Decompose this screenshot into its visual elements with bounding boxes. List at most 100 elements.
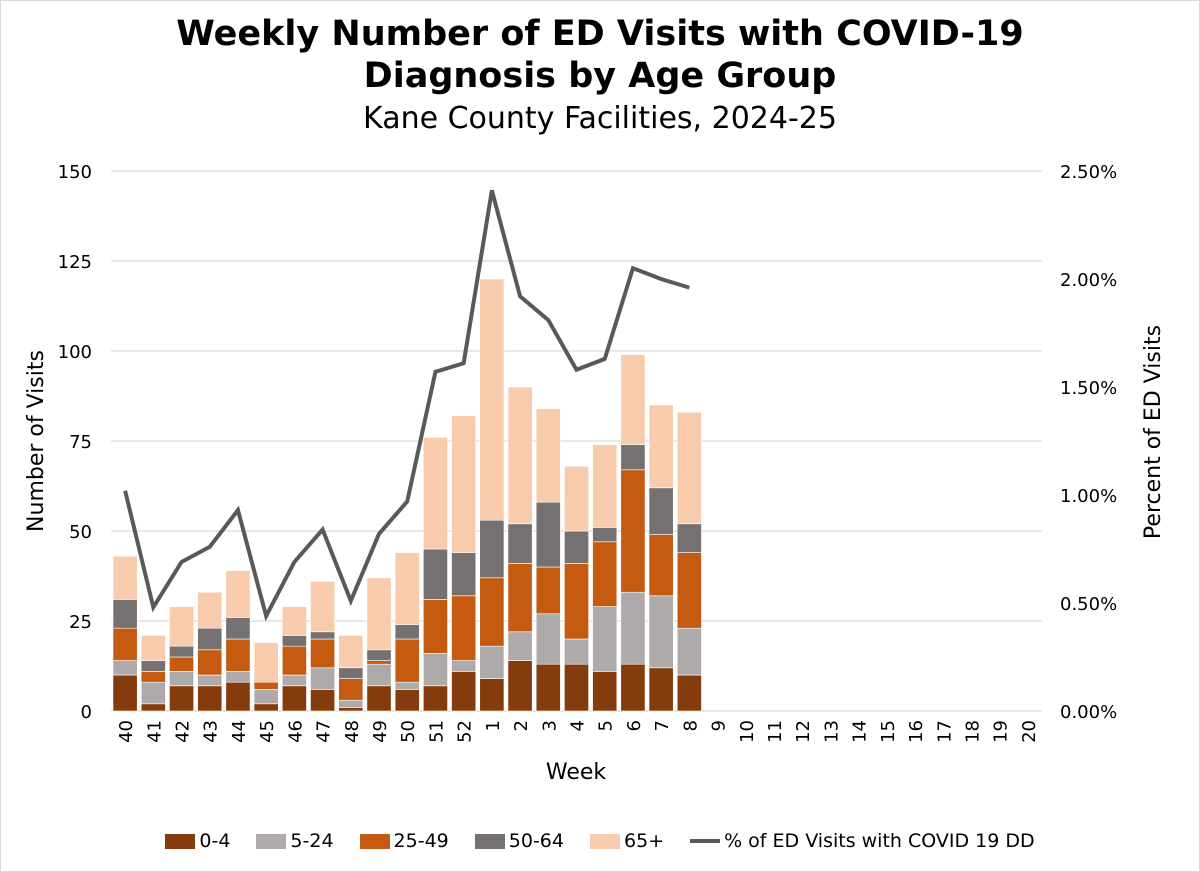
bar-segment-50-64 [507, 523, 533, 564]
bar-segment-0-4 [225, 681, 251, 712]
x-tick-label: 20 [1019, 720, 1040, 743]
bar-segment-50-64 [140, 660, 166, 672]
x-tick-label: 40 [116, 720, 137, 743]
bar-segment-5-24 [423, 653, 448, 687]
x-tick-label: 42 [173, 720, 194, 743]
bar-segment-25-49 [423, 599, 448, 654]
bar-segment-50-64 [112, 599, 138, 629]
bar-segment-25-49 [140, 671, 166, 683]
bar-segment-0-4 [140, 703, 166, 712]
bar-segment-50-64 [592, 527, 618, 543]
bar-segment-0-4 [394, 689, 420, 712]
bar-segment-65-plus [479, 278, 505, 521]
bar-segment-50-64 [281, 635, 307, 647]
bar-segment-50-64 [479, 519, 505, 579]
y2-tick-label: 2.00% [1060, 270, 1117, 291]
x-tick-label: 49 [370, 720, 391, 743]
bar-segment-25-49 [169, 656, 194, 672]
bar-segment-0-4 [676, 674, 702, 712]
y2-axis-label: Percent of ED Visits [1141, 325, 1166, 539]
x-tick-label: 3 [539, 720, 560, 731]
bar-segment-25-49 [253, 681, 279, 690]
bar-segment-65-plus [253, 642, 279, 683]
bar-segment-65-plus [281, 606, 307, 636]
bar-segment-65-plus [169, 606, 194, 647]
bar-segment-65-plus [620, 354, 646, 445]
bar-segment-0-4 [535, 663, 561, 712]
bar-segment-5-24 [281, 674, 307, 687]
bar-segment-25-49 [451, 595, 477, 661]
bar-segment-5-24 [253, 689, 279, 705]
bar-segment-5-24 [451, 660, 477, 672]
bar-segment-25-49 [592, 541, 618, 607]
legend-swatch-5-24 [256, 833, 287, 849]
legend-label-5-24: 5-24 [290, 830, 334, 852]
bar-segment-50-64 [225, 617, 251, 640]
bar-segment-0-4 [423, 685, 448, 712]
y2-tick-label: 1.00% [1060, 486, 1117, 507]
bar-segment-50-64 [535, 501, 561, 568]
legend-label-65-plus: 65+ [623, 830, 665, 852]
y-axis-ticks: 0 25 50 75 100 125 150 [58, 162, 92, 723]
x-tick-label: 6 [624, 720, 645, 731]
bar-segment-50-64 [620, 444, 646, 471]
bar-segment-5-24 [112, 660, 138, 676]
bar-segment-65-plus [535, 408, 561, 503]
bar-segment-0-4 [169, 685, 194, 712]
legend-swatch-percent-line [690, 839, 721, 843]
bar-segment-50-64 [676, 523, 702, 553]
x-tick-label: 5 [596, 720, 617, 731]
y-tick-label: 150 [58, 162, 92, 183]
bar-segment-5-24 [507, 631, 533, 661]
x-tick-label: 44 [229, 720, 250, 743]
legend-label-25-49: 25-49 [393, 830, 449, 852]
x-tick-label: 18 [962, 720, 983, 743]
bar-segment-65-plus [112, 555, 138, 600]
chart-title-line-1: Weekly Number of ED Visits with COVID-19 [176, 14, 1024, 54]
y-axis-label: Number of Visits [24, 350, 49, 532]
y2-tick-label: 1.50% [1060, 378, 1117, 399]
x-tick-label: 13 [821, 720, 842, 743]
bar-segment-0-4 [253, 703, 279, 712]
bar-segment-0-4 [507, 660, 533, 712]
bar-segment-25-49 [197, 649, 223, 676]
bar-segment-25-49 [112, 627, 138, 661]
bar-segment-50-64 [169, 645, 194, 658]
bar-segment-25-49 [394, 638, 420, 683]
bar-segment-0-4 [620, 663, 646, 712]
legend-swatch-65-plus [589, 833, 620, 849]
bar-segment-5-24 [225, 671, 251, 683]
legend: 0-4 5-24 25-49 50-64 65+ % of ED Visits … [0, 830, 1200, 852]
legend-item-25-49: 25-49 [359, 830, 449, 852]
bar-segment-5-24 [479, 645, 505, 679]
bar-segment-0-4 [479, 678, 505, 712]
y-tick-label: 50 [69, 522, 92, 543]
x-tick-label: 16 [906, 720, 927, 743]
bar-segment-5-24 [140, 681, 166, 705]
x-tick-label: 52 [455, 720, 476, 743]
y2-tick-label: 0.00% [1060, 702, 1117, 723]
bar-segment-50-64 [423, 548, 448, 600]
bars [112, 278, 702, 712]
bar-segment-65-plus [310, 581, 336, 633]
chart-subtitle: Kane County Facilities, 2024-25 [363, 101, 837, 136]
legend-item-65-plus: 65+ [589, 830, 665, 852]
bar-segment-5-24 [648, 595, 674, 669]
legend-swatch-0-4 [165, 833, 196, 849]
bar-segment-0-4 [564, 663, 589, 712]
x-tick-label: 8 [680, 720, 701, 731]
x-tick-label: 12 [793, 720, 814, 743]
bar-segment-65-plus [394, 552, 420, 625]
legend-label-50-64: 50-64 [508, 830, 564, 852]
bar-segment-25-49 [535, 566, 561, 615]
bar-segment-25-49 [564, 563, 589, 640]
bar-segment-25-49 [281, 645, 307, 676]
bar-segment-25-49 [676, 552, 702, 629]
x-tick-label: 15 [878, 720, 899, 743]
bar-segment-0-4 [281, 685, 307, 712]
x-tick-label: 4 [568, 720, 589, 731]
bar-segment-5-24 [338, 699, 364, 708]
bar-segment-25-49 [507, 563, 533, 633]
x-tick-label: 7 [652, 720, 673, 731]
